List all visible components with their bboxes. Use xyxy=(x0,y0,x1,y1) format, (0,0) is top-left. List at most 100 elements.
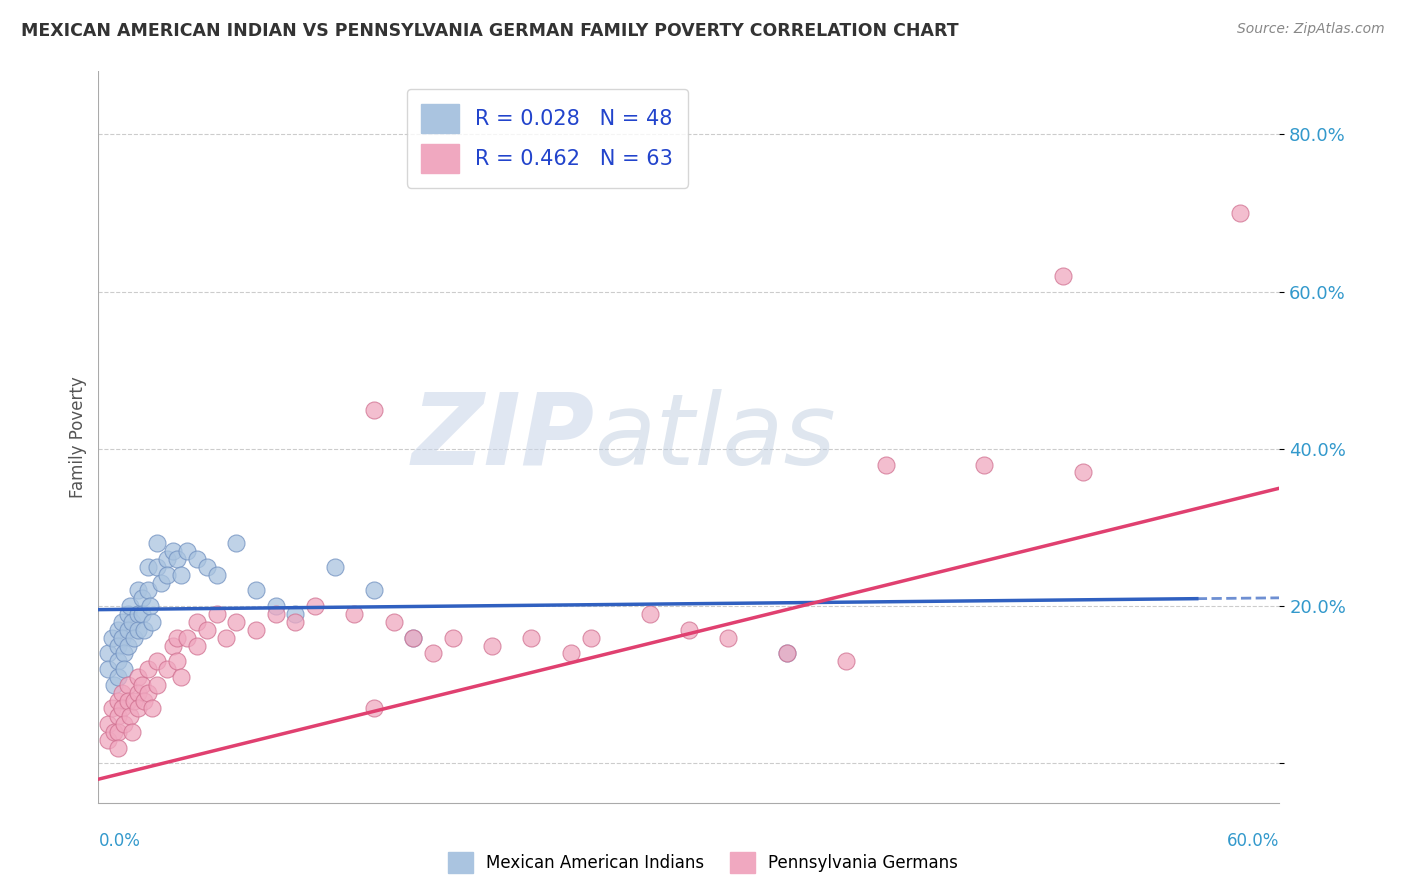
Point xyxy=(122,693,145,707)
Point xyxy=(205,607,228,621)
Point xyxy=(127,623,149,637)
Point xyxy=(107,639,129,653)
Text: 0.0%: 0.0% xyxy=(98,832,141,850)
Point xyxy=(215,631,238,645)
Point xyxy=(111,631,134,645)
Point xyxy=(111,686,134,700)
Point xyxy=(118,599,141,614)
Point xyxy=(136,583,159,598)
Point xyxy=(186,639,208,653)
Point xyxy=(678,623,700,637)
Point xyxy=(156,567,179,582)
Point xyxy=(156,662,179,676)
Point xyxy=(304,599,326,614)
Point xyxy=(225,615,247,629)
Point xyxy=(121,725,143,739)
Point xyxy=(638,607,661,621)
Point xyxy=(101,701,124,715)
Point xyxy=(973,458,995,472)
Point xyxy=(136,559,159,574)
Point xyxy=(176,631,198,645)
Point xyxy=(156,552,179,566)
Point xyxy=(875,458,897,472)
Point xyxy=(162,544,184,558)
Point xyxy=(138,599,160,614)
Point xyxy=(107,623,129,637)
Point xyxy=(560,646,582,660)
Point xyxy=(441,631,464,645)
Point xyxy=(97,717,120,731)
Point xyxy=(146,678,169,692)
Point xyxy=(402,631,425,645)
Point xyxy=(162,639,184,653)
Point xyxy=(131,591,153,606)
Point xyxy=(717,631,740,645)
Point xyxy=(127,701,149,715)
Point xyxy=(107,725,129,739)
Point xyxy=(132,693,155,707)
Point xyxy=(121,615,143,629)
Point xyxy=(131,607,153,621)
Point xyxy=(422,646,444,660)
Point xyxy=(146,559,169,574)
Point xyxy=(103,725,125,739)
Point xyxy=(186,552,208,566)
Point xyxy=(107,670,129,684)
Point xyxy=(111,615,134,629)
Legend: Mexican American Indians, Pennsylvania Germans: Mexican American Indians, Pennsylvania G… xyxy=(441,846,965,880)
Point xyxy=(195,623,218,637)
Point xyxy=(264,607,287,621)
Point xyxy=(122,631,145,645)
Point xyxy=(170,670,193,684)
Point xyxy=(166,552,188,566)
Point xyxy=(103,678,125,692)
Point xyxy=(127,583,149,598)
Point xyxy=(323,559,346,574)
Point xyxy=(166,631,188,645)
Point xyxy=(107,709,129,723)
Point xyxy=(195,559,218,574)
Point xyxy=(117,639,139,653)
Point xyxy=(245,623,267,637)
Point xyxy=(835,654,858,668)
Point xyxy=(481,639,503,653)
Text: atlas: atlas xyxy=(595,389,837,485)
Point xyxy=(363,583,385,598)
Point xyxy=(127,607,149,621)
Point xyxy=(579,631,602,645)
Point xyxy=(1071,466,1094,480)
Text: MEXICAN AMERICAN INDIAN VS PENNSYLVANIA GERMAN FAMILY POVERTY CORRELATION CHART: MEXICAN AMERICAN INDIAN VS PENNSYLVANIA … xyxy=(21,22,959,40)
Point xyxy=(141,615,163,629)
Point xyxy=(1052,268,1074,283)
Point xyxy=(166,654,188,668)
Point xyxy=(776,646,799,660)
Text: ZIP: ZIP xyxy=(412,389,595,485)
Point xyxy=(131,678,153,692)
Point xyxy=(101,631,124,645)
Text: 60.0%: 60.0% xyxy=(1227,832,1279,850)
Legend: R = 0.028   N = 48, R = 0.462   N = 63: R = 0.028 N = 48, R = 0.462 N = 63 xyxy=(406,89,688,187)
Point xyxy=(136,662,159,676)
Point xyxy=(97,646,120,660)
Point xyxy=(146,654,169,668)
Point xyxy=(127,670,149,684)
Point xyxy=(97,662,120,676)
Point xyxy=(107,654,129,668)
Point xyxy=(136,686,159,700)
Point xyxy=(111,701,134,715)
Point xyxy=(97,732,120,747)
Point xyxy=(382,615,405,629)
Point xyxy=(776,646,799,660)
Point xyxy=(132,623,155,637)
Point xyxy=(264,599,287,614)
Point xyxy=(284,615,307,629)
Point xyxy=(127,686,149,700)
Point xyxy=(205,567,228,582)
Point xyxy=(284,607,307,621)
Point xyxy=(117,607,139,621)
Point xyxy=(146,536,169,550)
Point xyxy=(402,631,425,645)
Point xyxy=(112,717,135,731)
Point xyxy=(117,623,139,637)
Point xyxy=(141,701,163,715)
